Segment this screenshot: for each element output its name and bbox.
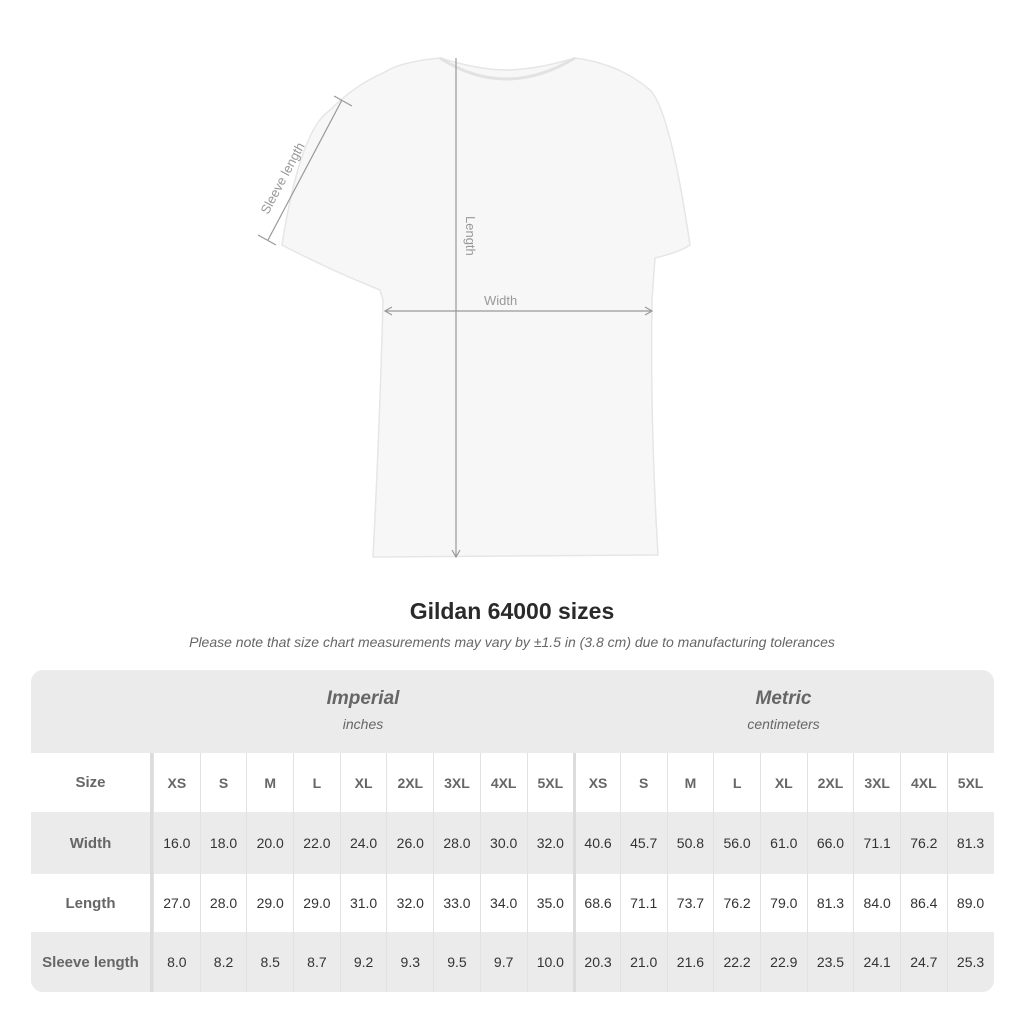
- tshirt-diagram: Length Width Sleeve length: [257, 56, 691, 559]
- imperial-value: 32.0: [526, 812, 574, 874]
- imperial-header: Imperial inches: [153, 670, 573, 753]
- imperial-value: 29.0: [293, 874, 340, 932]
- metric-value: 22.9: [759, 932, 807, 992]
- imperial-value: 29.0: [246, 874, 293, 932]
- imperial-value: 35.0: [526, 874, 574, 932]
- size-header: 4XL: [900, 753, 947, 812]
- imperial-title: Imperial: [326, 688, 400, 709]
- size-header: 3XL: [433, 753, 480, 812]
- table-row-sizes: Size XS S M L XL 2XL 3XL 4XL 5XL XS S M L XL 2XL 3XL 4XL 5…: [31, 753, 994, 812]
- metric-value: 45.7: [619, 812, 667, 874]
- imperial-value: 8.7: [293, 932, 340, 992]
- metric-value: 50.8: [666, 812, 714, 874]
- size-header: XS: [573, 753, 620, 812]
- metric-value: 22.2: [713, 932, 760, 992]
- size-header: 5XL: [526, 753, 574, 812]
- metric-value: 73.7: [666, 874, 714, 932]
- metric-value: 89.0: [946, 874, 994, 932]
- imperial-value: 34.0: [479, 874, 527, 932]
- row-label: Width: [31, 812, 153, 874]
- size-header: XS: [153, 753, 200, 812]
- imperial-value: 18.0: [199, 812, 247, 874]
- metric-value: 56.0: [713, 812, 760, 874]
- imperial-value: 32.0: [386, 874, 433, 932]
- metric-value: 71.1: [853, 812, 900, 874]
- metric-title: Metric: [755, 688, 812, 709]
- metric-value: 86.4: [900, 874, 947, 932]
- metric-value: 61.0: [759, 812, 807, 874]
- metric-value: 79.0: [759, 874, 807, 932]
- collar: [439, 56, 576, 81]
- size-header: 2XL: [806, 753, 854, 812]
- imperial-value: 20.0: [246, 812, 293, 874]
- imperial-value: 16.0: [153, 812, 200, 874]
- metric-unit: centimeters: [747, 716, 820, 732]
- row-label: Size: [31, 753, 153, 812]
- size-table: Imperial inches Metric centimeters Size X…: [31, 670, 994, 992]
- size-header: 3XL: [853, 753, 900, 812]
- metric-value: 20.3: [573, 932, 620, 992]
- imperial-value: 28.0: [433, 812, 480, 874]
- metric-value: 24.1: [853, 932, 900, 992]
- metric-value: 25.3: [946, 932, 994, 992]
- imperial-value: 27.0: [153, 874, 200, 932]
- metric-value: 76.2: [900, 812, 947, 874]
- imperial-value: 9.7: [479, 932, 527, 992]
- imperial-value: 9.2: [339, 932, 387, 992]
- imperial-value: 31.0: [339, 874, 387, 932]
- table-row: Width 16.0 18.0 20.0 22.0 24.0 26.0 28.0 30.0 32.…: [31, 812, 994, 874]
- imperial-value: 8.0: [153, 932, 200, 992]
- tshirt-shape: [281, 57, 691, 558]
- imperial-unit: inches: [342, 716, 384, 732]
- size-header: XL: [759, 753, 807, 812]
- metric-value: 66.0: [806, 812, 854, 874]
- size-header: L: [293, 753, 340, 812]
- metric-value: 23.5: [806, 932, 854, 992]
- size-header: L: [713, 753, 760, 812]
- size-header: XL: [339, 753, 387, 812]
- imperial-value: 30.0: [479, 812, 527, 874]
- imperial-value: 33.0: [433, 874, 480, 932]
- row-label: Length: [31, 874, 153, 932]
- length-label: Length: [463, 216, 478, 256]
- metric-value: 68.6: [573, 874, 620, 932]
- imperial-value: 28.0: [199, 874, 247, 932]
- width-label: Width: [484, 293, 517, 308]
- chart-title: Gildan 64000 sizes: [409, 598, 615, 624]
- table-row: Length 27.0 28.0 29.0 29.0 31.0 32.0 33.0 34.0 35…: [31, 874, 994, 932]
- imperial-value: 22.0: [293, 812, 340, 874]
- imperial-value: 8.5: [246, 932, 293, 992]
- imperial-value: 9.3: [386, 932, 433, 992]
- size-header: M: [666, 753, 714, 812]
- size-header: S: [619, 753, 667, 812]
- size-header: 4XL: [479, 753, 527, 812]
- metric-value: 76.2: [713, 874, 760, 932]
- metric-header: Metric centimeters: [573, 670, 994, 753]
- size-header: S: [199, 753, 247, 812]
- size-header: 2XL: [386, 753, 433, 812]
- metric-value: 71.1: [619, 874, 667, 932]
- row-label: Sleeve length: [31, 932, 153, 992]
- imperial-value: 24.0: [339, 812, 387, 874]
- tolerance-note: Please note that size chart measurements…: [189, 634, 835, 650]
- imperial-value: 9.5: [433, 932, 480, 992]
- table-row: Sleeve length 8.0 8.2 8.5 8.7 9.2 9.3 9.5 9.7 10.…: [31, 932, 994, 992]
- imperial-value: 10.0: [526, 932, 574, 992]
- metric-value: 81.3: [946, 812, 994, 874]
- metric-value: 84.0: [853, 874, 900, 932]
- measure-lines: [257, 58, 654, 559]
- metric-value: 81.3: [806, 874, 854, 932]
- metric-value: 21.6: [666, 932, 714, 992]
- sleeve-line: [267, 99, 343, 241]
- size-header: M: [246, 753, 293, 812]
- imperial-value: 26.0: [386, 812, 433, 874]
- metric-value: 40.6: [573, 812, 620, 874]
- metric-value: 21.0: [619, 932, 667, 992]
- metric-value: 24.7: [900, 932, 947, 992]
- size-header: 5XL: [946, 753, 994, 812]
- imperial-value: 8.2: [199, 932, 247, 992]
